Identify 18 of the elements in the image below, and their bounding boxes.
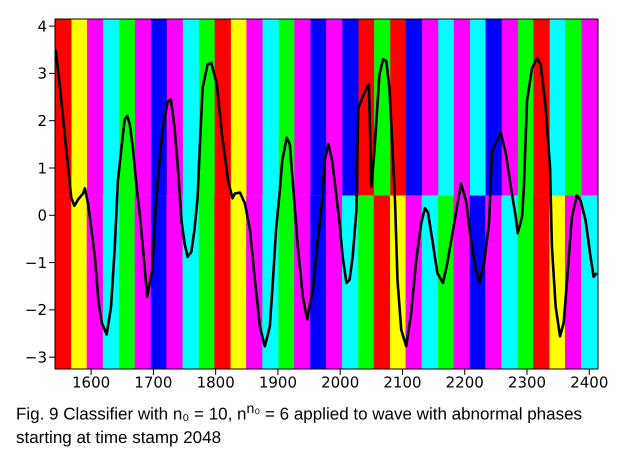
y-tick-label: 2	[37, 112, 47, 130]
x-tick-label: 2300	[508, 374, 546, 392]
y-tick-label: 3	[37, 64, 47, 83]
x-tick-label: 1700	[134, 374, 172, 392]
text: Fig. 9 Classifier with n₀ = 10, n$^{n₀}$ = 6 applied to wave with abnormal phases starting at time stamp 2048	[16, 401, 582, 447]
x-tick-label: 1600	[72, 374, 110, 392]
y-tick-label: 0	[37, 206, 47, 225]
x-tick-label: 2400	[570, 374, 608, 392]
y-tick-label: 4	[37, 17, 47, 36]
x-tick-label: 1900	[258, 374, 298, 392]
x-tick-label: 2100	[383, 374, 422, 392]
y-tick-label: −3	[24, 348, 47, 366]
x-tick-label: 1800	[196, 374, 235, 392]
y-tick-label: −2	[24, 301, 47, 320]
y-tick-label: 1	[37, 159, 47, 178]
y-tick-label: −1	[24, 254, 47, 272]
x-tick-label: 2200	[446, 374, 484, 392]
x-tick-label: 2000	[321, 374, 360, 392]
